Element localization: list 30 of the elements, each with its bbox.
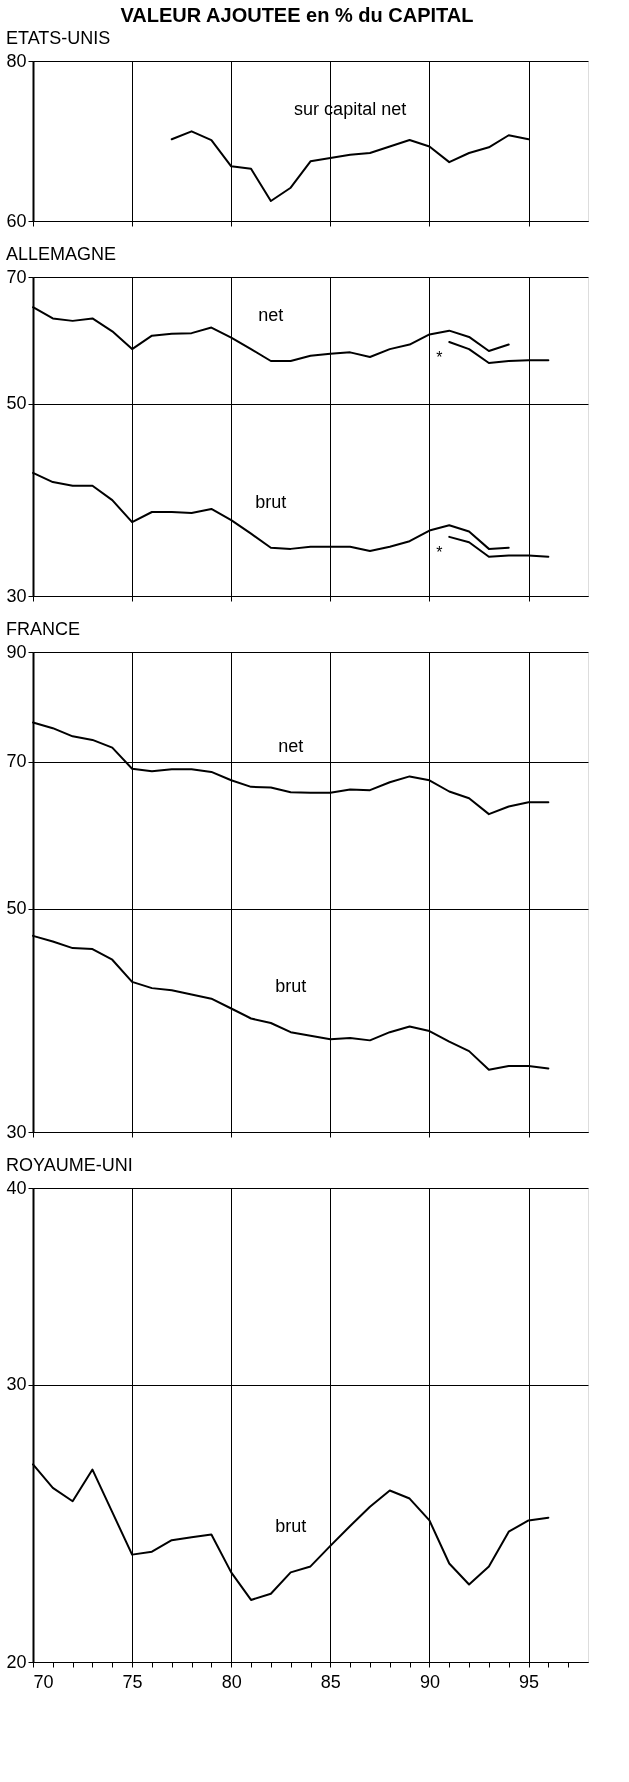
chart-title: ALLEMAGNE	[5, 244, 117, 264]
x-tick-label: 90	[419, 1671, 440, 1692]
y-tick-label: 70	[6, 266, 27, 287]
x-tick-label: 80	[221, 1671, 242, 1692]
y-tick-label: 70	[6, 751, 27, 772]
chart-title: FRANCE	[5, 619, 80, 639]
x-tick-label: 75	[122, 1671, 143, 1692]
y-tick-label: 80	[6, 50, 27, 71]
x-tick-label: 70	[33, 1671, 54, 1692]
x-tick-label: 85	[320, 1671, 341, 1692]
y-tick-label: 90	[6, 641, 27, 662]
y-tick-label: 40	[6, 1177, 27, 1198]
x-tick-label: 95	[519, 1671, 540, 1692]
y-tick-label: 50	[6, 898, 27, 919]
series-label: brut	[275, 1516, 307, 1537]
annotation: *	[436, 349, 443, 366]
y-tick-label: 60	[6, 210, 27, 231]
chart-title: VALEUR AJOUTEE en % du CAPITAL	[120, 3, 474, 26]
y-tick-label: 30	[6, 585, 27, 606]
y-tick-label: 50	[6, 393, 27, 414]
chart-title: ROYAUME-UNI	[5, 1155, 133, 1175]
y-tick-label: 30	[6, 1374, 27, 1395]
chart-subtitle: ETATS-UNIS	[5, 28, 111, 48]
series-label: net	[258, 305, 284, 326]
series-label: brut	[275, 976, 307, 997]
annotation: *	[436, 543, 443, 561]
y-tick-label: 30	[6, 1121, 27, 1142]
series-label: brut	[255, 491, 287, 512]
y-tick-label: 20	[6, 1651, 27, 1672]
series-label: net	[278, 736, 304, 757]
